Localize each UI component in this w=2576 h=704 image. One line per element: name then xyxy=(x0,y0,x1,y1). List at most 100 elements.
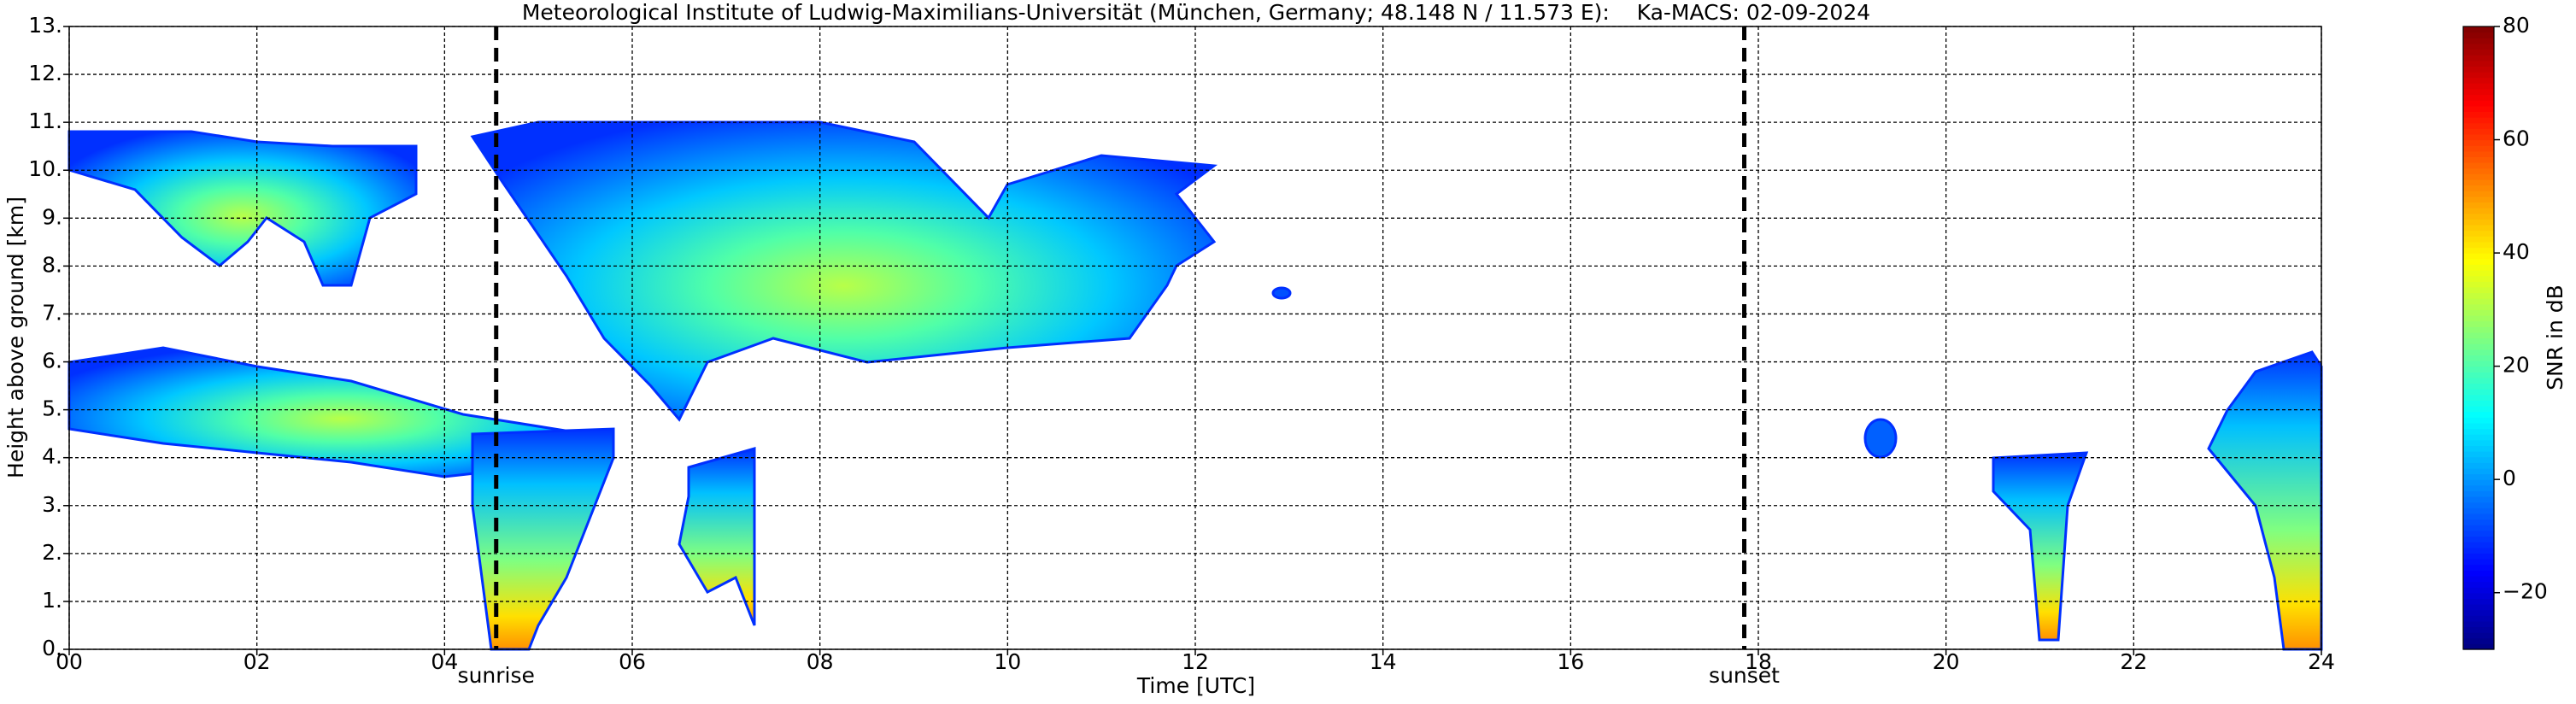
colorbar-cell xyxy=(2463,507,2494,514)
colorbar-cell xyxy=(2463,179,2494,186)
colorbar-cell xyxy=(2463,326,2494,333)
colorbar-cell xyxy=(2463,632,2494,639)
colorbar-cell xyxy=(2463,298,2494,305)
x-tick-label: 04 xyxy=(431,649,458,674)
colorbar-cell xyxy=(2463,139,2494,146)
colorbar-cell xyxy=(2463,275,2494,282)
colorbar-cell xyxy=(2463,128,2494,135)
colorbar-cell xyxy=(2463,111,2494,118)
event-label: sunrise xyxy=(458,663,535,688)
colorbar-tick-label: 20 xyxy=(2503,353,2530,378)
colorbar-cell xyxy=(2463,417,2494,424)
colorbar-cell xyxy=(2463,530,2494,537)
x-tick-label: 18 xyxy=(1745,649,1772,674)
colorbar-cell xyxy=(2463,309,2494,316)
y-tick-label: 12. xyxy=(28,61,62,85)
colorbar-cell xyxy=(2463,536,2494,543)
colorbar-frame xyxy=(2462,26,2495,650)
colorbar-cell xyxy=(2463,185,2494,191)
colorbar-cell xyxy=(2463,456,2494,463)
colorbar-cell xyxy=(2463,269,2494,277)
x-tick-label: 10 xyxy=(994,649,1021,674)
colorbar-cell xyxy=(2463,314,2494,322)
colorbar-tick-label: 80 xyxy=(2503,13,2530,38)
y-tick-label: 3. xyxy=(42,492,62,517)
colorbar-cell xyxy=(2463,117,2494,124)
y-tick-label: 4. xyxy=(42,444,62,469)
colorbar-cell xyxy=(2463,133,2494,141)
y-tick-label: 10. xyxy=(28,156,62,181)
colorbar-cell xyxy=(2463,281,2494,288)
colorbar-cell xyxy=(2463,26,2494,33)
colorbar-cell xyxy=(2463,286,2494,294)
colorbar-cell xyxy=(2463,343,2494,350)
colorbar-cell xyxy=(2463,208,2494,214)
colorbar-cell xyxy=(2463,230,2494,237)
colorbar-cell xyxy=(2463,122,2494,129)
colorbar-cell xyxy=(2463,496,2494,503)
colorbar-cell xyxy=(2463,236,2494,243)
colorbar-cell xyxy=(2463,66,2494,73)
colorbar-tick-label: 60 xyxy=(2503,126,2530,151)
colorbar-cell xyxy=(2463,553,2494,560)
y-tick-label: 7. xyxy=(42,300,62,325)
colorbar-cell xyxy=(2463,525,2494,531)
colorbar-cell xyxy=(2463,88,2494,96)
colorbar-cell xyxy=(2463,303,2494,310)
chart-title: Meteorological Institute of Ludwig-Maxim… xyxy=(522,0,1870,25)
colorbar-cell xyxy=(2463,258,2494,265)
colorbar-cell xyxy=(2463,191,2494,197)
colorbar-cell xyxy=(2463,609,2494,616)
colorbar-tick-label: 0 xyxy=(2503,466,2516,490)
colorbar-cell xyxy=(2463,620,2494,628)
colorbar-cell xyxy=(2463,213,2494,220)
colorbar-cell xyxy=(2463,361,2494,367)
colorbar-cell xyxy=(2463,372,2494,378)
colorbar-tick-label: 40 xyxy=(2503,239,2530,264)
colorbar-cell xyxy=(2463,349,2494,355)
colorbar-cell xyxy=(2463,167,2494,174)
colorbar-cell xyxy=(2463,72,2494,79)
colorbar-cell xyxy=(2463,100,2494,107)
colorbar-cell xyxy=(2463,547,2494,554)
colorbar-cell xyxy=(2463,400,2494,407)
plot-frame xyxy=(68,26,2322,650)
colorbar-cell xyxy=(2463,575,2494,583)
colorbar-cell xyxy=(2463,502,2494,508)
y-tick-label: 2. xyxy=(42,540,62,565)
colorbar-cell xyxy=(2463,394,2494,401)
colorbar-cell xyxy=(2463,60,2494,67)
colorbar-cell xyxy=(2463,581,2494,588)
echo-field xyxy=(67,120,2323,651)
x-tick-label: 02 xyxy=(244,649,271,674)
y-tick-label: 9. xyxy=(42,204,62,229)
colorbar-cell xyxy=(2463,196,2494,203)
colorbar-cell xyxy=(2463,592,2494,599)
colorbar-label: SNR in dB xyxy=(2543,285,2567,390)
colorbar-cell xyxy=(2463,219,2494,226)
colorbar-cell xyxy=(2463,389,2494,396)
colorbar-cell xyxy=(2463,337,2494,344)
colorbar-cell xyxy=(2463,366,2494,373)
colorbar-cell xyxy=(2463,247,2494,254)
colorbar-cell xyxy=(2463,411,2494,418)
x-tick-label: 00 xyxy=(56,649,83,674)
colorbar-cell xyxy=(2463,603,2494,611)
colorbar-cell xyxy=(2463,264,2494,271)
colorbar-cell xyxy=(2463,253,2494,260)
x-tick-label: 06 xyxy=(619,649,646,674)
colorbar-cell xyxy=(2463,156,2494,163)
colorbar-cell xyxy=(2463,38,2494,44)
colorbar-cell xyxy=(2463,383,2494,390)
colorbar-cell xyxy=(2463,451,2494,458)
colorbar-cell xyxy=(2463,173,2494,180)
colorbar-cell xyxy=(2463,598,2494,605)
colorbar-cell xyxy=(2463,473,2494,480)
x-axis-label: Time [UTC] xyxy=(1136,673,1255,698)
colorbar-cell xyxy=(2463,94,2494,101)
colorbar-cell xyxy=(2463,292,2494,299)
colorbar-cell xyxy=(2463,564,2494,571)
colorbar-cell xyxy=(2463,224,2494,232)
colorbar-cell xyxy=(2463,445,2494,452)
